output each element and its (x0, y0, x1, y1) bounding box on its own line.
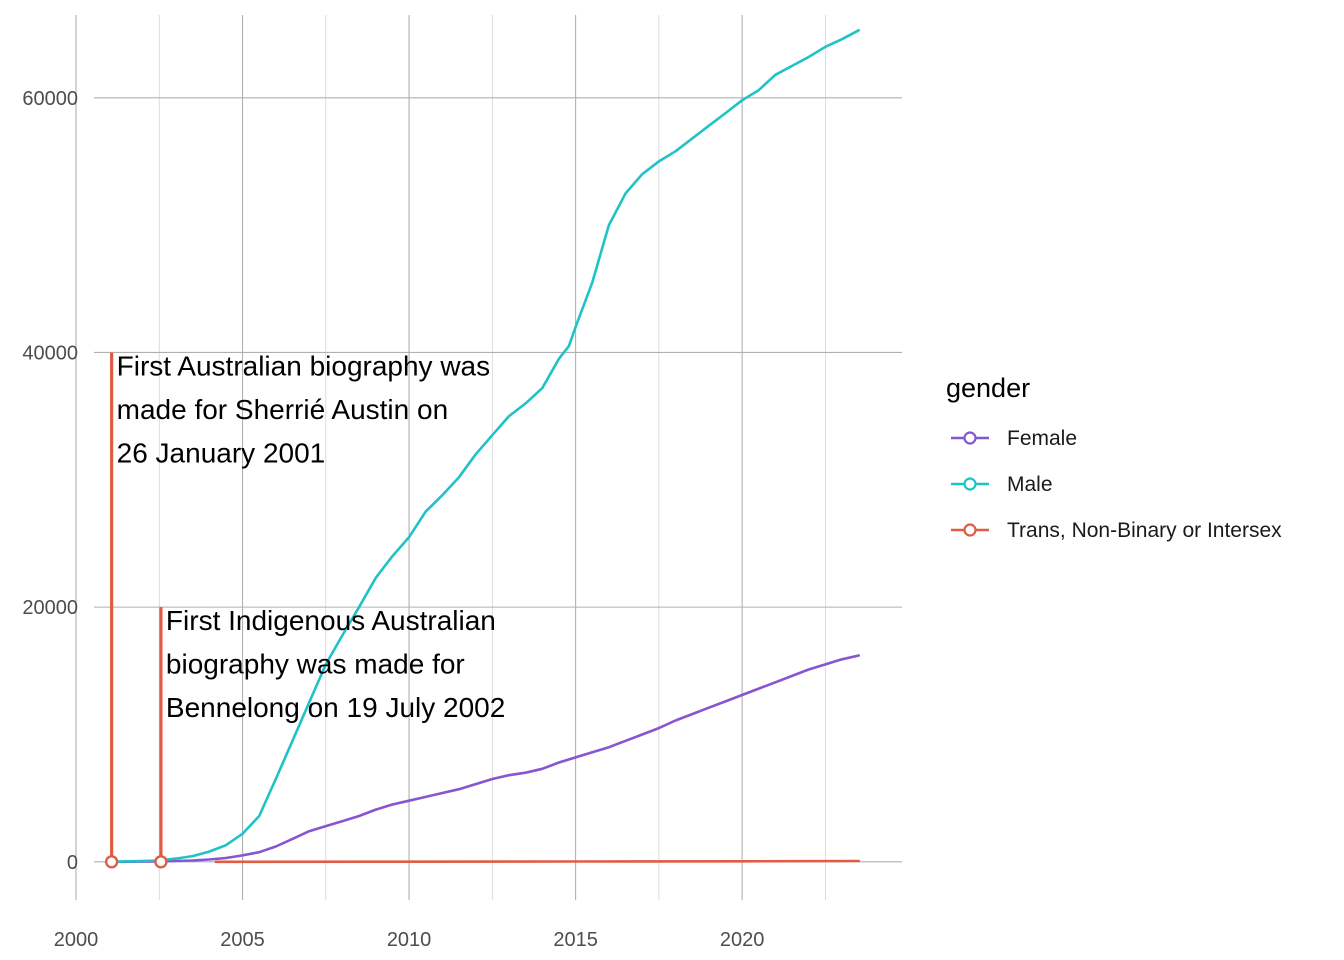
annotations: First Australian biography was made for S… (104, 350, 505, 869)
legend: gender Female Male Trans, Non-Binary or Int… (946, 373, 1282, 542)
series (110, 29, 860, 864)
axes: 2000 2005 2010 2015 2020 0 20000 40000 60000 (22, 88, 764, 951)
y-tick-label: 60000 (22, 88, 78, 110)
legend-label: Trans, Non-Binary or Intersex (1007, 519, 1282, 542)
x-tick-label: 2005 (220, 929, 265, 951)
x-tick-label: 2010 (387, 929, 432, 951)
series-line (110, 654, 860, 864)
y-tick-label: 40000 (22, 342, 78, 364)
legend-key-point (963, 523, 977, 537)
annotation-text-line: 26 January 2001 (117, 437, 326, 468)
legend-key-point (963, 477, 977, 491)
annotation-text-line: Bennelong on 19 July 2002 (166, 692, 505, 723)
y-tick-label: 0 (67, 852, 78, 874)
annotation-point (104, 855, 119, 869)
legend-title: gender (946, 373, 1030, 403)
legend-key-point (963, 431, 977, 445)
legend-label: Female (1007, 427, 1077, 450)
annotation-point (154, 855, 168, 869)
x-tick-label: 2000 (54, 929, 99, 951)
series-line (214, 859, 860, 864)
annotation-text-line: biography was made for (166, 649, 465, 680)
annotation-text: First Indigenous Australian biography was… (166, 605, 505, 723)
x-tick-label: 2015 (553, 929, 598, 951)
legend-label: Male (1007, 473, 1053, 496)
x-tick-label: 2020 (720, 929, 765, 951)
annotation-text-line: made for Sherrié Austin on (117, 394, 449, 425)
annotation-text-line: First Indigenous Australian (166, 605, 496, 636)
series-line (110, 29, 860, 864)
annotation-text-line: First Australian biography was (117, 350, 491, 381)
y-tick-label: 20000 (22, 597, 78, 619)
annotation-text: First Australian biography was made for S… (117, 350, 491, 468)
